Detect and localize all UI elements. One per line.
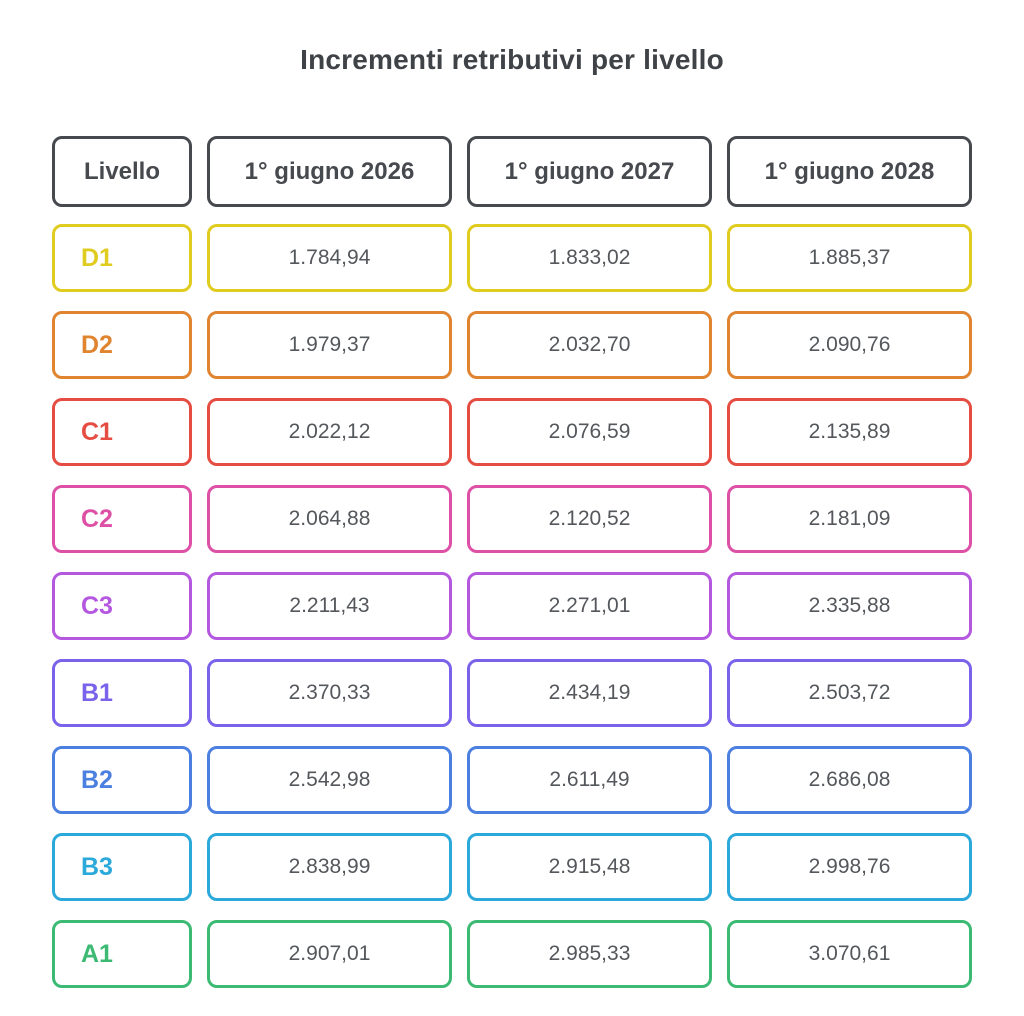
table-row-c3: C3 2.211,43 2.271,01 2.335,88 bbox=[52, 572, 972, 640]
value-cell-d1-2026: 1.784,94 bbox=[207, 224, 452, 292]
value-cell-b3-2026: 2.838,99 bbox=[207, 833, 452, 901]
value-cell-a1-2027: 2.985,33 bbox=[467, 920, 712, 988]
value-cell-b3-2027: 2.915,48 bbox=[467, 833, 712, 901]
value-cell-c2-2027: 2.120,52 bbox=[467, 485, 712, 553]
value-cell-b1-2027: 2.434,19 bbox=[467, 659, 712, 727]
table-row-b2: B2 2.542,98 2.611,49 2.686,08 bbox=[52, 746, 972, 814]
value-cell-d2-2026: 1.979,37 bbox=[207, 311, 452, 379]
value-cell-b2-2028: 2.686,08 bbox=[727, 746, 972, 814]
table-row-a1: A1 2.907,01 2.985,33 3.070,61 bbox=[52, 920, 972, 988]
table-row-b1: B1 2.370,33 2.434,19 2.503,72 bbox=[52, 659, 972, 727]
column-header-giugno-2026: 1° giugno 2026 bbox=[207, 136, 452, 207]
value-cell-c3-2027: 2.271,01 bbox=[467, 572, 712, 640]
value-cell-c2-2026: 2.064,88 bbox=[207, 485, 452, 553]
value-cell-a1-2028: 3.070,61 bbox=[727, 920, 972, 988]
table-row-b3: B3 2.838,99 2.915,48 2.998,76 bbox=[52, 833, 972, 901]
level-cell-c1: C1 bbox=[52, 398, 192, 466]
value-cell-c1-2028: 2.135,89 bbox=[727, 398, 972, 466]
value-cell-d2-2027: 2.032,70 bbox=[467, 311, 712, 379]
level-cell-b2: B2 bbox=[52, 746, 192, 814]
table-header-row: Livello 1° giugno 2026 1° giugno 2027 1° gi… bbox=[52, 136, 972, 207]
value-cell-b1-2028: 2.503,72 bbox=[727, 659, 972, 727]
page-title: Incrementi retributivi per livello bbox=[300, 44, 724, 75]
level-cell-b1: B1 bbox=[52, 659, 192, 727]
value-cell-b1-2026: 2.370,33 bbox=[207, 659, 452, 727]
table-row-c2: C2 2.064,88 2.120,52 2.181,09 bbox=[52, 485, 972, 553]
level-cell-d2: D2 bbox=[52, 311, 192, 379]
value-cell-c2-2028: 2.181,09 bbox=[727, 485, 972, 553]
value-cell-c1-2026: 2.022,12 bbox=[207, 398, 452, 466]
value-cell-c1-2027: 2.076,59 bbox=[467, 398, 712, 466]
table-row-c1: C1 2.022,12 2.076,59 2.135,89 bbox=[52, 398, 972, 466]
level-cell-a1: A1 bbox=[52, 920, 192, 988]
value-cell-c3-2026: 2.211,43 bbox=[207, 572, 452, 640]
value-cell-b2-2027: 2.611,49 bbox=[467, 746, 712, 814]
column-header-livello: Livello bbox=[52, 136, 192, 207]
table-row-d1: D1 1.784,94 1.833,02 1.885,37 bbox=[52, 224, 972, 292]
value-cell-c3-2028: 2.335,88 bbox=[727, 572, 972, 640]
level-cell-b3: B3 bbox=[52, 833, 192, 901]
value-cell-d1-2028: 1.885,37 bbox=[727, 224, 972, 292]
level-cell-c3: C3 bbox=[52, 572, 192, 640]
level-cell-d1: D1 bbox=[52, 224, 192, 292]
value-cell-d2-2028: 2.090,76 bbox=[727, 311, 972, 379]
column-header-giugno-2028: 1° giugno 2028 bbox=[727, 136, 972, 207]
table-body: D1 1.784,94 1.833,02 1.885,37 D2 1.979,37 2.03… bbox=[0, 224, 1024, 988]
value-cell-b3-2028: 2.998,76 bbox=[727, 833, 972, 901]
table-row-d2: D2 1.979,37 2.032,70 2.090,76 bbox=[52, 311, 972, 379]
value-cell-d1-2027: 1.833,02 bbox=[467, 224, 712, 292]
value-cell-a1-2026: 2.907,01 bbox=[207, 920, 452, 988]
value-cell-b2-2026: 2.542,98 bbox=[207, 746, 452, 814]
level-cell-c2: C2 bbox=[52, 485, 192, 553]
column-header-giugno-2027: 1° giugno 2027 bbox=[467, 136, 712, 207]
